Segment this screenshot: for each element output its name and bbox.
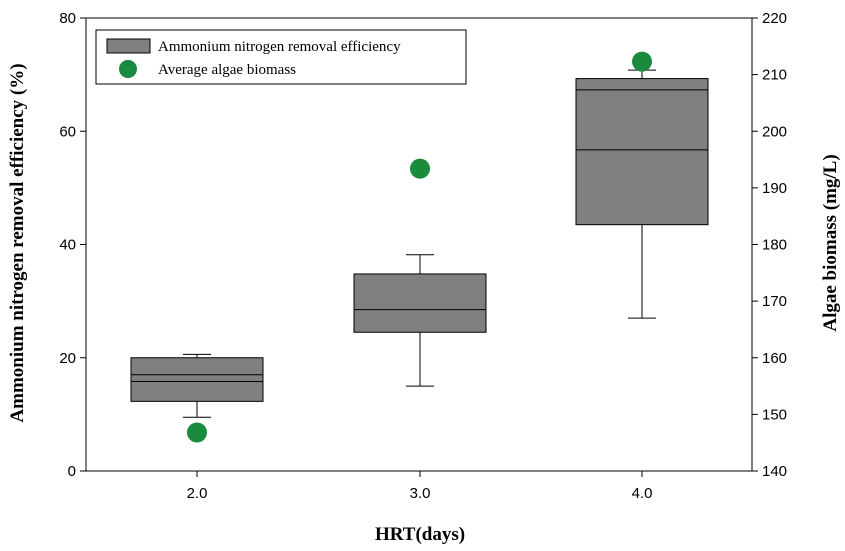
box-body	[353, 273, 487, 333]
point-4.0	[632, 51, 652, 72]
left-tick-label: 40	[59, 237, 76, 254]
box-3.0	[353, 254, 487, 387]
x-tick-label: 4.0	[632, 485, 653, 502]
x-tick-label: 3.0	[410, 485, 431, 502]
y2-axis-title: Algae biomass (mg/L)	[820, 154, 841, 331]
scatter-series	[187, 51, 652, 443]
right-tick-label: 200	[762, 123, 787, 140]
left-tick-label: 20	[59, 350, 76, 367]
x-axis-title: HRT(days)	[375, 524, 465, 545]
box-body	[575, 78, 709, 226]
right-tick-label: 170	[762, 293, 787, 310]
legend-label-removal-efficiency: Ammonium nitrogen removal efficiency	[158, 39, 401, 55]
right-tick-label: 220	[762, 10, 787, 27]
box-series	[130, 69, 709, 418]
right-tick-label: 160	[762, 350, 787, 367]
left-tick-label: 60	[59, 123, 76, 140]
right-axis-ticks: 140 150 160 170 180 190 200 210 220	[752, 10, 787, 480]
right-tick-label: 150	[762, 406, 787, 423]
y-axis-title: Ammonium nitrogen removal efficiency (%)	[7, 63, 28, 422]
legend-box-swatch	[106, 38, 151, 54]
x-tick-label: 2.0	[187, 485, 208, 502]
right-tick-label: 210	[762, 67, 787, 84]
left-tick-label: 80	[59, 10, 76, 27]
box-body	[130, 357, 264, 402]
right-tick-label: 180	[762, 237, 787, 254]
legend-point-swatch	[119, 60, 137, 78]
x-axis-ticks: 2.0 3.0 4.0	[187, 471, 653, 502]
legend-frame	[95, 29, 467, 85]
point-3.0	[410, 158, 430, 179]
box-2.0	[130, 353, 264, 418]
left-tick-label: 0	[68, 463, 76, 480]
left-axis-ticks: 0 20 40 60 80	[59, 10, 86, 480]
box-4.0	[575, 69, 709, 319]
point-2.0	[187, 422, 207, 443]
legend: Ammonium nitrogen removal efficiency Ave…	[95, 29, 467, 85]
right-tick-label: 140	[762, 463, 787, 480]
right-tick-label: 190	[762, 180, 787, 197]
legend-label-algae-biomass: Average algae biomass	[158, 62, 296, 78]
